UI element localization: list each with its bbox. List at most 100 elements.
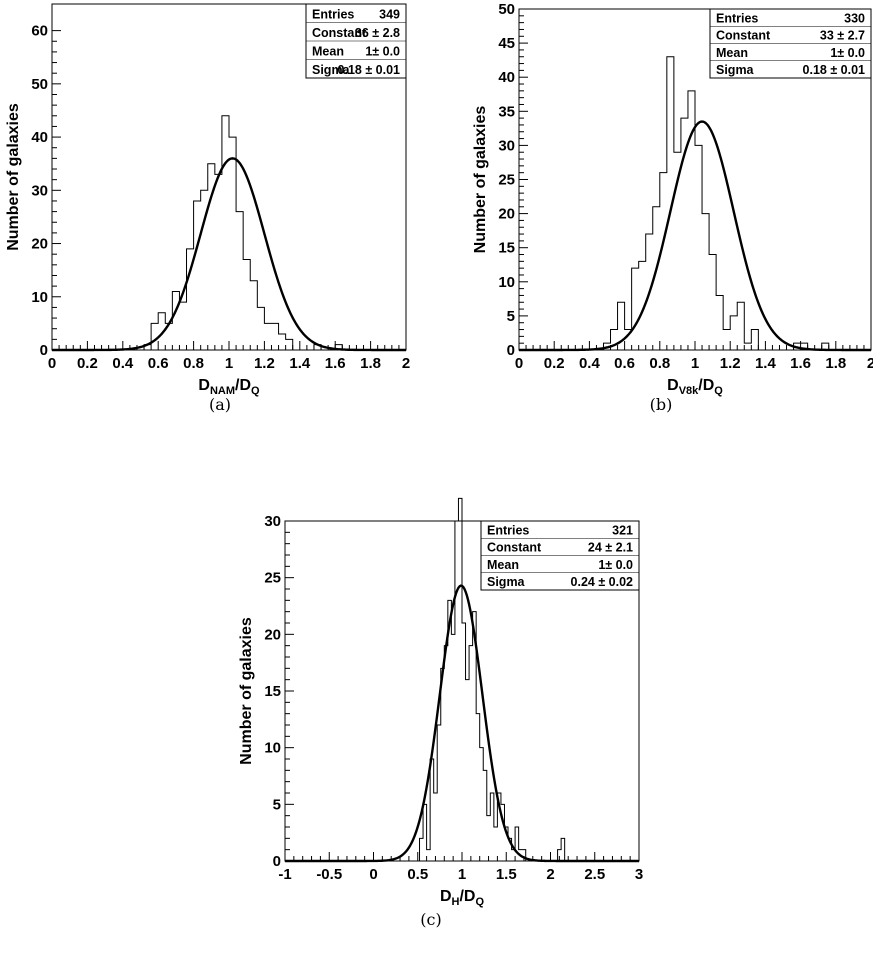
stats-value: 24 ± 2.1: [588, 541, 633, 555]
histogram-bar: [494, 827, 498, 861]
stats-label: Entries: [312, 8, 354, 22]
y-tick-label: 45: [498, 35, 515, 52]
histogram-bar: [151, 323, 158, 350]
y-tick-label: 5: [273, 796, 281, 813]
y-tick-label: 15: [264, 683, 281, 700]
x-axis-title: DV8k/DQ: [667, 377, 723, 397]
x-tick-label: -0.5: [316, 866, 342, 883]
y-tick-label: 25: [498, 172, 515, 189]
stats-label: Mean: [312, 45, 344, 59]
chart-panel-1: 0 10 20 30 40 50 60 0 0.2 0.4 0.6 0.8 1 1.2 1.4 1.6 1.8 2…: [5, 3, 410, 414]
x-axis-title-main: D: [667, 377, 679, 394]
x-tick-label: 1.6: [790, 355, 811, 372]
histogram-bar: [702, 214, 709, 350]
y-tick-label: 60: [31, 23, 48, 40]
x-tick-label: 1.4: [755, 355, 777, 372]
x-tick-label: 1: [691, 355, 699, 372]
stats-value: 0.18 ± 0.01: [803, 63, 866, 77]
x-tick-label: 0: [48, 355, 56, 372]
y-tick-label: 20: [264, 626, 281, 643]
histogram-bar: [730, 316, 737, 350]
x-tick-label: 1.2: [254, 355, 275, 372]
gaussian-fit-curve: [519, 120, 871, 352]
histogram-bar: [469, 646, 473, 861]
histogram-bar: [430, 759, 434, 861]
y-tick-label: 0: [507, 342, 515, 359]
x-tick-label: 0: [369, 866, 377, 883]
y-tick-label: 5: [507, 308, 515, 325]
histogram-bar: [257, 307, 264, 350]
panel-caption: (b): [650, 395, 673, 414]
histogram-bar: [179, 302, 186, 350]
histogram-bar: [236, 212, 243, 350]
histogram-bar: [448, 600, 452, 861]
x-axis-title-sub: Q: [251, 385, 260, 397]
stats-value: 33 ± 2.7: [820, 29, 865, 43]
x-tick-label: 1: [225, 355, 233, 372]
y-tick-label: 35: [498, 103, 515, 120]
x-tick-label: 0.5: [407, 866, 428, 883]
x-tick-label: 2: [867, 355, 873, 372]
stats-value: 36 ± 2.8: [355, 26, 400, 40]
gaussian-fit-curve: [52, 157, 406, 352]
histogram-bar: [444, 646, 448, 861]
stats-value: 1± 0.0: [365, 45, 400, 59]
stats-label: Mean: [487, 558, 519, 572]
x-tick-label: 0.4: [579, 355, 601, 372]
stats-label: Constant: [487, 541, 542, 555]
x-axis-title-sub: Q: [714, 385, 723, 397]
stats-value: 0.18 ± 0.01: [338, 63, 401, 77]
y-tick-label: 10: [31, 289, 48, 306]
histogram-bar: [172, 291, 179, 350]
x-axis-title-main: D: [198, 377, 210, 394]
y-tick-label: 30: [31, 182, 48, 199]
y-tick-label: 0: [40, 342, 48, 359]
histogram-bar: [250, 281, 257, 350]
y-axis-title: Number of galaxies: [238, 617, 255, 765]
histogram-bar: [222, 116, 229, 350]
histogram-bar: [271, 323, 278, 350]
x-tick-label: 0.4: [112, 355, 134, 372]
histogram-bar: [561, 838, 565, 861]
histogram-bar: [483, 770, 487, 861]
histogram-bar: [264, 323, 271, 350]
x-axis-title: DH/DQ: [440, 888, 485, 908]
y-tick-label: 50: [31, 76, 48, 93]
y-tick-label: 25: [264, 570, 281, 587]
x-tick-label: 1.4: [289, 355, 311, 372]
panel-caption: (c): [420, 910, 441, 929]
x-tick-label: 0.6: [148, 355, 169, 372]
histogram-bar: [462, 623, 466, 861]
x-tick-label: 3: [635, 866, 643, 883]
histogram-bar: [487, 816, 491, 861]
x-tick-label: 0.2: [77, 355, 98, 372]
x-axis-title-sub: Q: [475, 896, 484, 908]
histogram-bar: [427, 850, 431, 861]
y-tick-label: 20: [498, 206, 515, 223]
y-tick-label: 10: [498, 274, 515, 291]
histogram-bar: [279, 334, 286, 350]
x-tick-label: 1.8: [360, 355, 381, 372]
histogram-bar: [437, 725, 441, 861]
stats-label: Sigma: [312, 63, 351, 77]
y-tick-label: 30: [498, 137, 515, 154]
y-tick-label: 40: [498, 69, 515, 86]
histogram-bar: [243, 260, 250, 350]
stats-value: 1± 0.0: [830, 46, 865, 60]
x-tick-label: 0.6: [614, 355, 635, 372]
histogram-bar: [441, 668, 445, 861]
histogram-bar: [751, 330, 758, 350]
histogram-bar: [420, 838, 424, 861]
histogram-bar: [286, 339, 293, 350]
x-tick-label: 2: [402, 355, 410, 372]
y-tick-label: 50: [498, 1, 515, 18]
x-axis-title-sub: H: [452, 896, 460, 908]
histogram-bar: [458, 498, 462, 861]
y-tick-label: 20: [31, 236, 48, 253]
histogram-bar: [716, 295, 723, 350]
y-tick-label: 30: [264, 513, 281, 530]
histogram-bar: [480, 748, 484, 861]
stats-label: Entries: [716, 11, 758, 25]
stats-value: 0.24 ± 0.02: [571, 575, 634, 589]
